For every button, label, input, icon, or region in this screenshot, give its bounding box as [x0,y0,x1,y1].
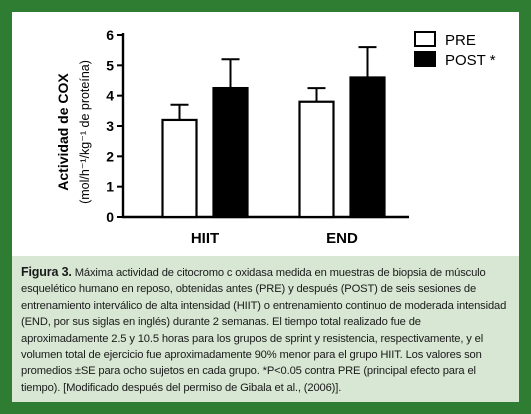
y-axis-label: Actividad de COX [55,73,71,191]
x-category-label: HIIT [191,230,219,247]
bar-post-end [349,76,386,219]
bar-pre-end [298,100,335,219]
y-tick-label: 5 [106,57,114,73]
y-tick-label: 3 [106,118,114,134]
y-tick-label: 6 [106,27,114,43]
legend-label: POST * [445,52,496,69]
x-category-label: END [326,230,358,247]
y-tick-label: 1 [106,179,114,195]
caption-text: Máxima actividad de citocromo c oxidasa … [21,267,507,394]
legend-swatch [414,31,436,47]
figure-caption: Figura 3. Máxima actividad de citocromo … [12,256,519,402]
caption-label: Figura 3. [21,265,72,279]
legend-label: PRE [445,32,476,49]
y-axis-unit-label: (mol/h⁻¹/kg⁻¹ de proteína) [78,60,92,204]
bar-post-hiit [212,86,249,219]
y-tick-label: 0 [106,209,114,225]
y-tick-label: 4 [106,88,114,104]
bar-pre-hiit [161,118,198,219]
bar-chart: 0 1 2 3 4 5 6 HIIT END PRE POST * Actividad de C… [55,27,496,247]
y-tick-label: 2 [106,148,114,164]
legend-swatch [414,51,436,67]
